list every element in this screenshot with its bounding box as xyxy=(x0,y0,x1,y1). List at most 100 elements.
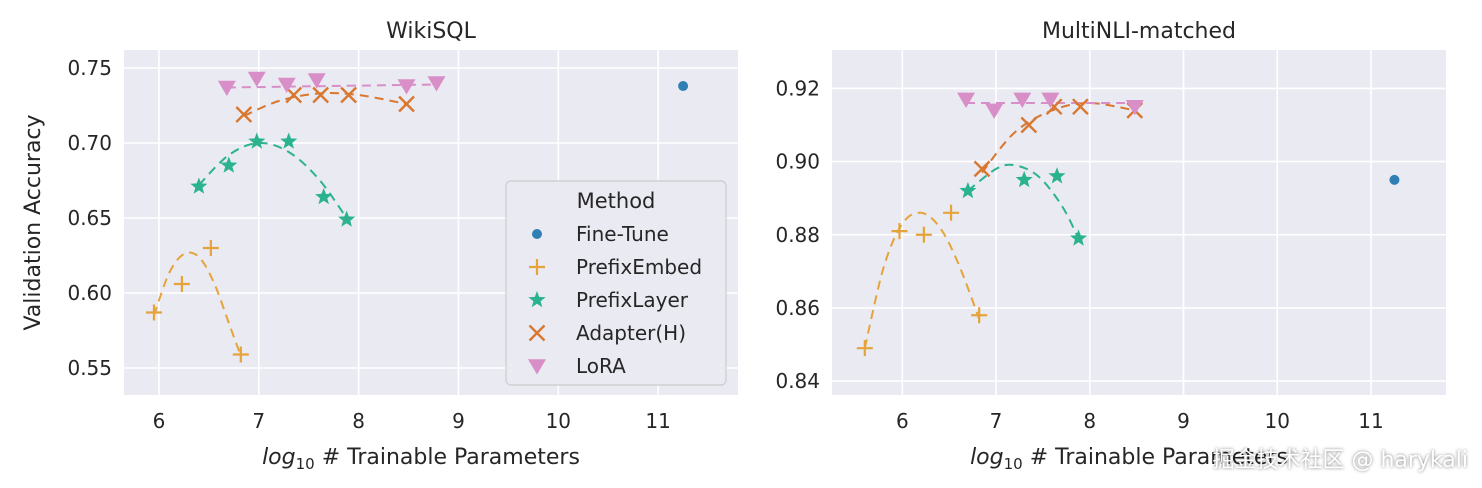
multinli-panel: 6 7 8 9 10 11 0.84 0.86 0.88 0.90 0.92 MultiNLI-ma… xyxy=(775,19,1446,473)
wikisql-point-adapter-h xyxy=(285,86,303,104)
multinli-title: MultiNLI-matched xyxy=(1042,19,1236,44)
multinli-point-prefixembed xyxy=(856,340,873,357)
multinli-point-prefixlayer xyxy=(1070,229,1088,246)
multinli-point-prefixembed xyxy=(943,204,960,221)
wikisql-point-prefixlayer xyxy=(338,210,356,227)
legend: Method Fine-Tune PrefixEmbed PrefixLayer Ad… xyxy=(505,180,727,386)
multinli-tick-labels: 6 7 8 9 10 11 0.84 0.86 0.88 0.90 0.92 xyxy=(775,76,1383,433)
wikisql-point-prefixembed xyxy=(232,346,249,363)
multinli-point-lora xyxy=(1125,99,1144,116)
legend-label-adapter-h: Adapter(H) xyxy=(576,321,686,345)
legend-marker-prefixembed xyxy=(529,259,545,275)
multinli-xlabel: log10 # Trainable Parameters xyxy=(970,445,1288,473)
wikisql-xtick-label: 10 xyxy=(546,409,571,433)
legend-marker-adapter-h xyxy=(528,324,546,342)
legend-box xyxy=(505,180,727,386)
wikisql-data-points xyxy=(145,71,689,363)
wikisql-point-prefixlayer xyxy=(280,132,298,149)
multinli-ytick-label: 0.90 xyxy=(775,150,820,174)
multinli-fit-curves xyxy=(863,102,1135,349)
multinli-xtick-label: 6 xyxy=(896,409,909,433)
legend-label-prefixlayer: PrefixLayer xyxy=(576,288,689,312)
wikisql-xlabel-sub: 10 xyxy=(296,455,315,473)
multinli-point-prefixembed xyxy=(915,226,932,243)
multinli-point-prefixembed xyxy=(891,223,908,240)
wikisql-fit-prefixlayer xyxy=(198,141,348,219)
legend-label-fine-tune: Fine-Tune xyxy=(576,222,669,246)
multinli-point-lora xyxy=(957,92,976,108)
multinli-xlabel-sub: 10 xyxy=(1004,455,1023,473)
multinli-fit-prefixlayer xyxy=(967,163,1080,239)
wikisql-xtick-label: 8 xyxy=(352,409,365,433)
wikisql-point-adapter-h xyxy=(340,86,357,104)
wikisql-xtick-label: 6 xyxy=(153,409,166,433)
wikisql-ytick-label: 0.60 xyxy=(67,281,112,305)
wikisql-point-prefixlayer xyxy=(190,177,208,194)
multinli-point-adapter-h xyxy=(1020,116,1038,134)
legend-label-lora: LoRA xyxy=(576,354,626,378)
multinli-point-adapter-h xyxy=(1072,98,1089,116)
wikisql-ytick-label: 0.70 xyxy=(67,131,112,155)
wikisql-point-adapter-h xyxy=(398,95,415,113)
wikisql-point-adapter-h xyxy=(235,106,253,123)
legend-marker-prefixlayer xyxy=(528,291,546,308)
wikisql-fit-prefixembed xyxy=(153,251,242,357)
multinli-point-lora xyxy=(1013,92,1032,108)
wikisql-ylabel: Validation Accuracy xyxy=(21,114,46,330)
legend-label-prefixembed: PrefixEmbed xyxy=(576,255,702,279)
wikisql-xtick-label: 9 xyxy=(452,409,465,433)
wikisql-point-lora xyxy=(247,71,266,88)
multinli-xtick-label: 11 xyxy=(1358,409,1383,433)
multinli-xlabel-rest: # Trainable Parameters xyxy=(1023,445,1288,470)
wikisql-title: WikiSQL xyxy=(386,19,477,44)
wikisql-ytick-label: 0.65 xyxy=(67,206,112,230)
watermark: 掘金技术社区 @ harykali xyxy=(1212,448,1468,473)
wikisql-point-adapter-h xyxy=(312,86,330,104)
wikisql-point-prefixlayer xyxy=(220,156,238,173)
wikisql-ytick-label: 0.55 xyxy=(67,356,112,380)
multinli-ytick-label: 0.84 xyxy=(775,369,820,393)
multinli-point-fine-tune xyxy=(1389,174,1400,185)
wikisql-point-lora xyxy=(217,80,236,97)
wikisql-point-prefixembed xyxy=(202,240,219,256)
wikisql-xlabel: log10 # Trainable Parameters xyxy=(262,445,580,473)
multinli-point-prefixlayer xyxy=(1015,170,1033,188)
wikisql-point-lora xyxy=(277,77,296,94)
multinli-xtick-label: 8 xyxy=(1083,409,1096,433)
wikisql-point-prefixembed xyxy=(173,276,190,292)
legend-marker-lora xyxy=(528,359,546,375)
wikisql-point-prefixembed xyxy=(145,304,162,321)
multinli-xtick-label: 7 xyxy=(990,409,1003,433)
multinli-xlabel-log: log xyxy=(970,445,1004,470)
multinli-data-points xyxy=(856,92,1400,357)
wikisql-point-fine-tune xyxy=(678,81,689,91)
multinli-point-lora xyxy=(1041,92,1060,108)
multinli-fit-prefixembed xyxy=(863,211,981,349)
multinli-point-lora xyxy=(985,103,1004,119)
multinli-ytick-label: 0.86 xyxy=(775,296,820,320)
wikisql-point-lora xyxy=(397,79,416,95)
wikisql-tick-labels: 6 7 8 9 10 11 0.55 0.60 0.65 0.70 0.75 xyxy=(67,56,670,433)
wikisql-xtick-label: 11 xyxy=(645,409,670,433)
wikisql-point-lora xyxy=(307,73,326,89)
multinli-point-prefixlayer xyxy=(1048,167,1066,184)
wikisql-point-prefixlayer xyxy=(248,132,266,149)
multinli-point-prefixembed xyxy=(971,307,988,324)
wikisql-xtick-label: 7 xyxy=(252,409,265,433)
multinli-xtick-label: 10 xyxy=(1265,409,1290,433)
multinli-point-adapter-h xyxy=(973,160,991,178)
wikisql-xlabel-rest: # Trainable Parameters xyxy=(315,445,580,470)
multinli-fit-adapter-h xyxy=(981,102,1135,174)
wikisql-xlabel-log: log xyxy=(262,445,296,470)
multinli-ytick-label: 0.92 xyxy=(775,76,820,100)
wikisql-ytick-label: 0.75 xyxy=(67,56,112,80)
wikisql-point-prefixlayer xyxy=(315,188,333,205)
multinli-xtick-label: 9 xyxy=(1177,409,1190,433)
wikisql-panel: 6 7 8 9 10 11 0.55 0.60 0.65 0.70 0.75 WikiSQL log… xyxy=(21,19,738,473)
wikisql-point-lora xyxy=(427,76,446,92)
multinli-point-prefixlayer xyxy=(959,181,977,199)
wikisql-fit-lora xyxy=(226,83,437,89)
legend-marker-fine-tune xyxy=(532,229,542,239)
legend-title: Method xyxy=(577,189,656,213)
